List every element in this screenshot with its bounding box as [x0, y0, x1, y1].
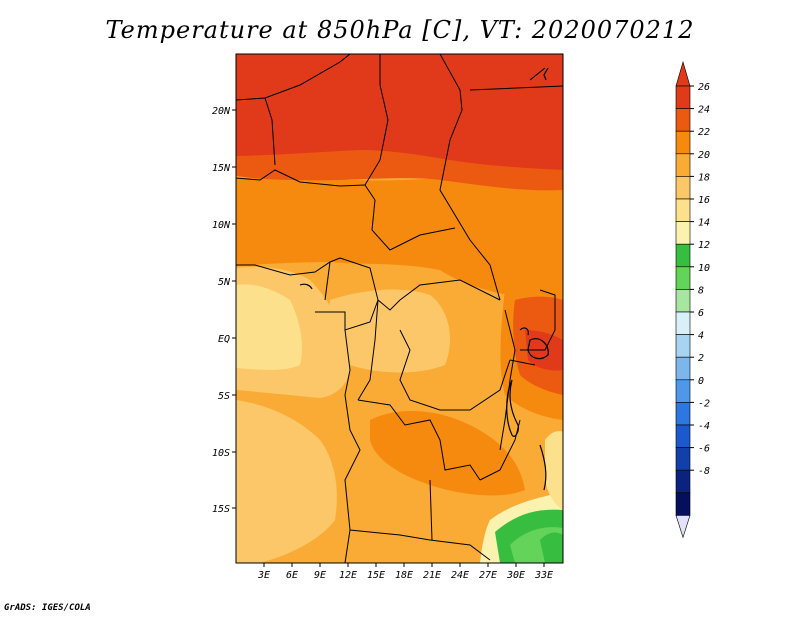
colorbar-swatch: [675, 356, 691, 381]
latitude-axis: 20N 15N 10N 5N EQ 5S 10S 15S: [212, 106, 236, 515]
colorbar-label: 16: [698, 195, 710, 206]
colorbar-label: 10: [698, 263, 710, 274]
lon-label-30e: 30E: [506, 570, 525, 581]
colorbar-swatch: [675, 153, 691, 177]
colorbar-swatch: [675, 85, 691, 109]
lon-label-24e: 24E: [451, 570, 469, 581]
lon-label-27e: 27E: [479, 570, 497, 581]
colorbar-swatch: [675, 130, 691, 155]
colorbar-swatch: [675, 243, 691, 268]
colorbar-label: -4: [698, 421, 710, 432]
colorbar-swatch: [675, 221, 691, 245]
lat-label-15s: 15S: [212, 504, 230, 515]
lat-label-15n: 15N: [212, 163, 231, 174]
lat-label-5n: 5N: [218, 277, 231, 288]
lon-label-18e: 18E: [395, 570, 413, 581]
lon-label-21e: 21E: [423, 570, 441, 581]
lat-label-5s: 5S: [218, 391, 230, 402]
lon-label-15e: 15E: [367, 570, 385, 581]
colorbar-label: 26: [698, 82, 710, 93]
lake-outlines: [299, 67, 549, 491]
colorbar-bottom-arrow: [675, 515, 691, 539]
colorbar-swatch: [675, 198, 691, 222]
colorbar-swatch: [675, 402, 691, 426]
lat-label-20n: 20N: [212, 106, 231, 117]
colorbar-label: 18: [698, 172, 710, 183]
colorbar-top-arrow: [675, 60, 691, 87]
colorbar-label: -6: [698, 444, 710, 455]
lon-label-12e: 12E: [339, 570, 357, 581]
footer-credit: GrADS: IGES/COLA: [4, 603, 91, 613]
colorbar-label: 8: [698, 285, 704, 296]
colorbar-label: 14: [698, 218, 710, 229]
lat-label-eq: EQ: [218, 334, 230, 345]
colorbar-swatch: [675, 469, 691, 494]
colorbar-swatch: [675, 334, 691, 358]
lon-label-9e: 9E: [314, 570, 326, 581]
colorbar-label: 24: [698, 105, 710, 116]
colorbar-swatch: [675, 447, 691, 471]
colorbar-label: -2: [698, 398, 710, 409]
lat-label-10s: 10S: [212, 448, 230, 459]
colorbar-swatch: [675, 311, 691, 335]
lon-label-33e: 33E: [534, 570, 553, 581]
colorbar-swatch: [675, 289, 691, 313]
colorbar-swatch: [675, 424, 691, 448]
colorbar-swatch: [675, 176, 691, 200]
colorbar-label: 0: [698, 376, 704, 387]
country-borders: [236, 54, 563, 563]
lat-label-10n: 10N: [212, 220, 231, 231]
colorbar-label: 4: [698, 331, 704, 342]
colorbar-label: 6: [698, 308, 704, 319]
map-title: Temperature at 850hPa [C], VT: 202007021…: [105, 16, 695, 44]
map-frame: [235, 53, 564, 564]
colorbar-label: -8: [698, 466, 710, 477]
colorbar-label: 22: [698, 127, 710, 138]
colorbar-swatch: [675, 379, 691, 403]
lon-label-6e: 6E: [286, 570, 298, 581]
colorbar-label: 12: [698, 240, 710, 251]
longitude-axis: 3E 6E 9E 12E 15E 18E 21E 24E 27E 30E 33E: [257, 563, 553, 581]
colorbar-label: 20: [698, 150, 710, 161]
colorbar-swatch: [675, 266, 691, 290]
colorbar-swatch: [675, 108, 691, 132]
colorbar-swatch: [675, 492, 691, 516]
colorbar-label: 2: [698, 353, 704, 364]
temperature-field: [236, 54, 563, 563]
lon-label-3e: 3E: [257, 570, 270, 581]
